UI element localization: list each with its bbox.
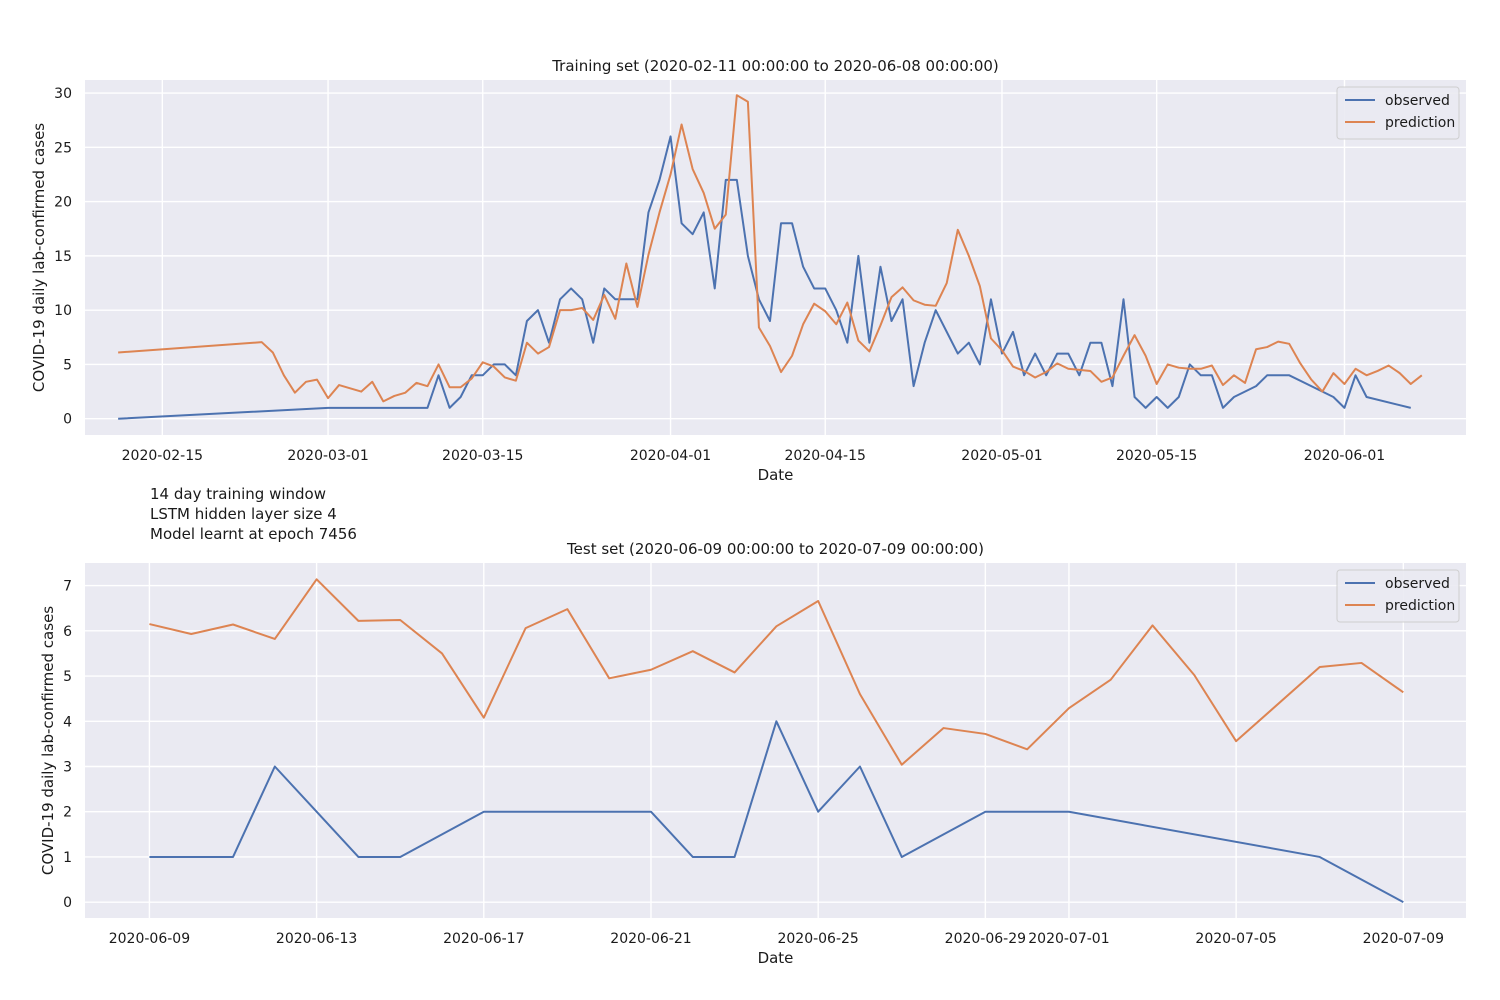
y-tick-label: 2	[63, 805, 72, 821]
x-tick-label: 2020-06-21	[610, 931, 691, 947]
y-tick-label: 3	[63, 760, 72, 776]
x-tick-label: 2020-07-09	[1363, 931, 1444, 947]
y-tick-label: 30	[54, 86, 72, 102]
y-tick-label: 25	[54, 140, 72, 156]
x-tick-label: 2020-04-01	[630, 448, 711, 464]
chart-title: Test set (2020-06-09 00:00:00 to 2020-07…	[566, 540, 984, 558]
legend: observed prediction	[1336, 86, 1460, 140]
x-axis-label: Date	[758, 949, 794, 967]
y-tick-label: 0	[63, 895, 72, 911]
x-tick-label: 2020-06-01	[1304, 448, 1385, 464]
y-tick-label: 7	[63, 579, 72, 595]
x-tick-label: 2020-07-01	[1028, 931, 1109, 947]
x-tick-label: 2020-07-05	[1195, 931, 1276, 947]
y-tick-label: 4	[63, 714, 72, 730]
y-tick-label: 6	[63, 624, 72, 640]
y-tick-label: 0	[63, 412, 72, 428]
series-line-observed	[149, 720, 1404, 904]
series-line-prediction	[149, 578, 1404, 766]
x-tick-label: 2020-04-15	[785, 448, 866, 464]
y-tick-label: 20	[54, 195, 72, 211]
legend-label-observed: observed	[1385, 93, 1450, 109]
legend: observed prediction	[1336, 569, 1460, 623]
x-tick-label: 2020-06-25	[777, 931, 858, 947]
chart-title: Training set (2020-02-11 00:00:00 to 202…	[551, 57, 999, 75]
series-line-prediction	[118, 94, 1423, 403]
test-chart: 0 1 2 3 4 5 6 7 2020-06-09 2020-06-13 2020-06-17 20…	[39, 540, 1466, 967]
note-epoch: Model learnt at epoch 7456	[150, 525, 357, 543]
legend-label-prediction: prediction	[1385, 115, 1455, 131]
note-training-window: 14 day training window	[150, 485, 327, 503]
x-tick-label: 2020-03-01	[287, 448, 368, 464]
y-tick-label: 5	[63, 357, 72, 373]
plot-area	[85, 80, 1466, 435]
y-tick-label: 1	[63, 850, 72, 866]
x-tick-label: 2020-06-17	[443, 931, 524, 947]
series-line-observed	[118, 135, 1411, 420]
x-axis-label: Date	[758, 466, 794, 484]
y-tick-label: 5	[63, 669, 72, 685]
x-tick-label: 2020-06-13	[276, 931, 357, 947]
legend-label-observed: observed	[1385, 576, 1450, 592]
x-tick-label: 2020-05-01	[961, 448, 1042, 464]
y-tick-label: 10	[54, 303, 72, 319]
y-axis-label: COVID-19 daily lab-confirmed cases	[30, 123, 48, 392]
legend-label-prediction: prediction	[1385, 598, 1455, 614]
note-hidden-layer-size: LSTM hidden layer size 4	[150, 505, 337, 523]
x-tick-label: 2020-06-09	[109, 931, 190, 947]
plot-area	[85, 563, 1466, 918]
x-tick-label: 2020-02-15	[122, 448, 203, 464]
y-axis-label: COVID-19 daily lab-confirmed cases	[39, 606, 57, 875]
training-chart: 0 5 10 15 20 25 30 2020-02-15 2020-03-01 2020-03-…	[30, 57, 1466, 484]
x-tick-label: 2020-03-15	[442, 448, 523, 464]
x-tick-label: 2020-05-15	[1116, 448, 1197, 464]
x-tick-label: 2020-06-29	[945, 931, 1026, 947]
y-tick-label: 15	[54, 249, 72, 265]
